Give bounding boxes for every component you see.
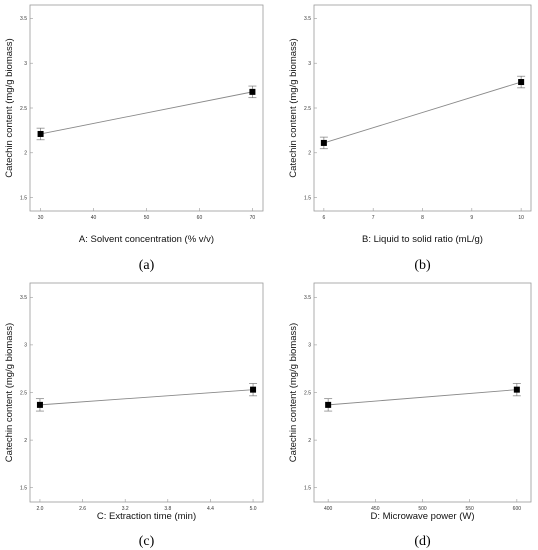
- x-axis-title: C: Extraction time (min): [97, 511, 196, 522]
- plot-frame: [313, 4, 532, 212]
- plot-frame: [29, 282, 264, 503]
- x-tick-label: 550: [466, 506, 475, 512]
- y-axis-title: Catechin content (mg/g biomass): [288, 38, 299, 177]
- data-point: [249, 88, 256, 95]
- x-tick-label: 4.4: [207, 506, 214, 512]
- y-tick-label: 3.5: [20, 295, 27, 301]
- series-line: [328, 389, 517, 406]
- series-line: [323, 81, 522, 144]
- x-tick-label: 50: [144, 215, 150, 221]
- series-line: [39, 389, 254, 406]
- y-tick-label: 3.5: [304, 295, 311, 301]
- x-axis-title: D: Microwave power (W): [371, 511, 475, 522]
- chart-panel-d: 1.5 2 2.5 3 3.5 400 450 500 550 600 D: Microwave p…: [288, 282, 532, 549]
- y-tick-label: 3.5: [304, 16, 311, 22]
- x-tick-label: 60: [197, 215, 203, 221]
- y-tick-label: 3: [308, 343, 311, 349]
- panel-label: (b): [414, 258, 431, 273]
- x-tick-label: 6: [322, 215, 325, 221]
- x-tick-label: 8: [421, 215, 424, 221]
- x-tick-label: 10: [518, 215, 524, 221]
- y-tick-label: 2: [308, 151, 311, 157]
- x-tick-label: 2.0: [36, 506, 43, 512]
- y-tick-label: 2: [308, 438, 311, 444]
- x-tick-label: 400: [324, 506, 333, 512]
- x-axis-title: B: Liquid to solid ratio (mL/g): [362, 234, 483, 245]
- panel-label: (c): [139, 534, 155, 549]
- x-tick-label: 2.6: [79, 506, 86, 512]
- data-point: [36, 401, 43, 408]
- series-line: [40, 91, 253, 135]
- y-axis-title: Catechin content (mg/g biomass): [4, 323, 15, 462]
- data-point: [250, 386, 257, 393]
- panel-label: (d): [414, 534, 431, 549]
- x-tick-label: 40: [91, 215, 97, 221]
- x-tick-label: 3.8: [164, 506, 171, 512]
- y-tick-label: 2: [24, 151, 27, 157]
- y-tick-label: 3: [308, 61, 311, 67]
- data-point: [320, 139, 327, 146]
- y-tick-label: 3: [24, 61, 27, 67]
- y-tick-label: 3.5: [20, 16, 27, 22]
- y-axis-title: Catechin content (mg/g biomass): [288, 323, 299, 462]
- data-point: [513, 386, 520, 393]
- x-axis-title: A: Solvent concentration (% v/v): [79, 234, 214, 245]
- y-tick-label: 1.5: [304, 486, 311, 492]
- y-tick-label: 2.5: [20, 390, 27, 396]
- plot-frame: [313, 282, 532, 503]
- x-tick-label: 5.0: [250, 506, 257, 512]
- plot-frame: [29, 4, 264, 212]
- y-tick-label: 2.5: [304, 106, 311, 112]
- data-point: [37, 130, 44, 137]
- chart-panel-c: 1.5 2 2.5 3 3.5 2.0 2.6 3.2 3.8 4.4 5.0 C: Extracti…: [4, 282, 264, 549]
- data-point: [518, 79, 525, 86]
- y-tick-label: 2: [24, 438, 27, 444]
- x-tick-label: 450: [371, 506, 380, 512]
- x-tick-label: 600: [513, 506, 522, 512]
- x-tick-label: 9: [470, 215, 473, 221]
- x-tick-label: 3.2: [122, 506, 129, 512]
- panel-label: (a): [139, 258, 155, 273]
- y-tick-label: 1.5: [304, 195, 311, 201]
- chart-panel-b: 1.5 2 2.5 3 3.5 6 7 8 9 10 B: Liquid to solid rati…: [288, 4, 532, 273]
- y-tick-label: 2.5: [20, 106, 27, 112]
- chart-panel-a: 1.5 2 2.5 3 3.5 30 40 50 60 70 A: Solvent concentr…: [4, 4, 264, 273]
- x-tick-label: 30: [38, 215, 44, 221]
- data-point: [325, 401, 332, 408]
- y-tick-label: 1.5: [20, 486, 27, 492]
- y-tick-label: 2.5: [304, 390, 311, 396]
- x-tick-label: 500: [418, 506, 427, 512]
- y-tick-label: 3: [24, 343, 27, 349]
- x-tick-label: 7: [372, 215, 375, 221]
- y-tick-label: 1.5: [20, 195, 27, 201]
- y-axis-title: Catechin content (mg/g biomass): [4, 38, 15, 177]
- x-tick-label: 70: [250, 215, 256, 221]
